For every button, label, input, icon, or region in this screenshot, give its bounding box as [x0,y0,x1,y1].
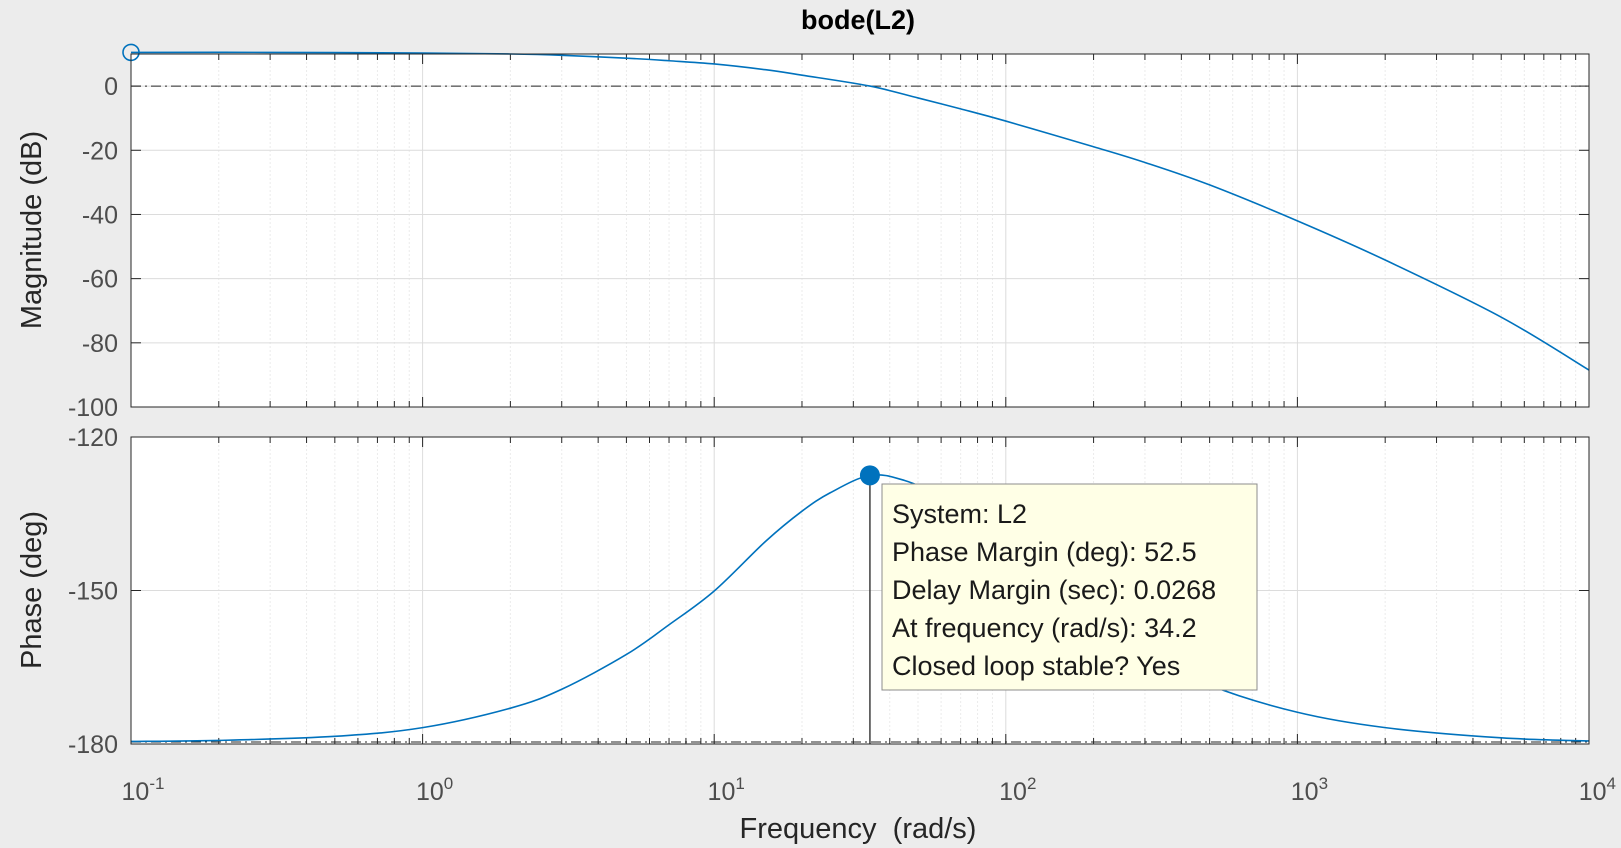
x-tick-label: 101 [708,774,745,806]
phase-axes-box [130,436,1590,745]
x-tick-label: 100 [416,774,453,806]
y-tick-label: -40 [82,201,118,229]
phase-axes[interactable]: -120 -150 -180 [68,424,1590,759]
y-tick-label: -180 [68,731,118,759]
phase-y-tick-labels: -120 -150 -180 [68,424,118,759]
phase-margin-marker[interactable] [859,465,880,486]
y-tick-label: 0 [104,73,118,101]
magnitude-axes-box [130,53,1590,408]
magnitude-y-axis-label: Magnitude (dB) [16,131,48,329]
x-tick-label: 102 [999,774,1036,806]
datatip-line-system: System: L2 [892,499,1027,529]
y-tick-label: -20 [82,137,118,165]
y-tick-label: -150 [68,578,118,606]
y-tick-label: -60 [82,266,118,294]
chart-title: bode(L2) [801,5,915,35]
datatip-line-frequency: At frequency (rad/s): 34.2 [892,613,1197,643]
frequency-axis-label: Frequency (rad/s) [740,813,977,845]
magnitude-plot-area [131,54,1589,407]
magnitude-y-tick-labels: 0 -20 -40 -60 -80 -100 [68,73,118,422]
x-tick-label: 104 [1579,774,1616,806]
frequency-tick-labels: 10-1 100 101 102 103 104 [122,774,1616,806]
magnitude-axes[interactable]: 0 -20 -40 -60 -80 -100 [68,43,1590,422]
y-tick-label: -80 [82,330,118,358]
x-tick-label: 103 [1291,774,1328,806]
phase-tick-marks [130,436,1590,745]
x-tick-label: 10-1 [122,774,165,806]
datatip-line-phase-margin: Phase Margin (deg): 52.5 [892,537,1197,567]
phase-y-axis-label: Phase (deg) [16,511,48,669]
datatip-line-stability: Closed loop stable? Yes [892,651,1180,681]
datatip-box [881,483,1258,691]
phase-margin-datatip[interactable]: System: L2 Phase Margin (deg): 52.5 Dela… [881,483,1258,691]
y-tick-label: -100 [68,394,118,422]
magnitude-grid [131,54,1589,407]
datatip-line-delay-margin: Delay Margin (sec): 0.0268 [892,575,1216,605]
y-tick-label: -120 [68,424,118,452]
